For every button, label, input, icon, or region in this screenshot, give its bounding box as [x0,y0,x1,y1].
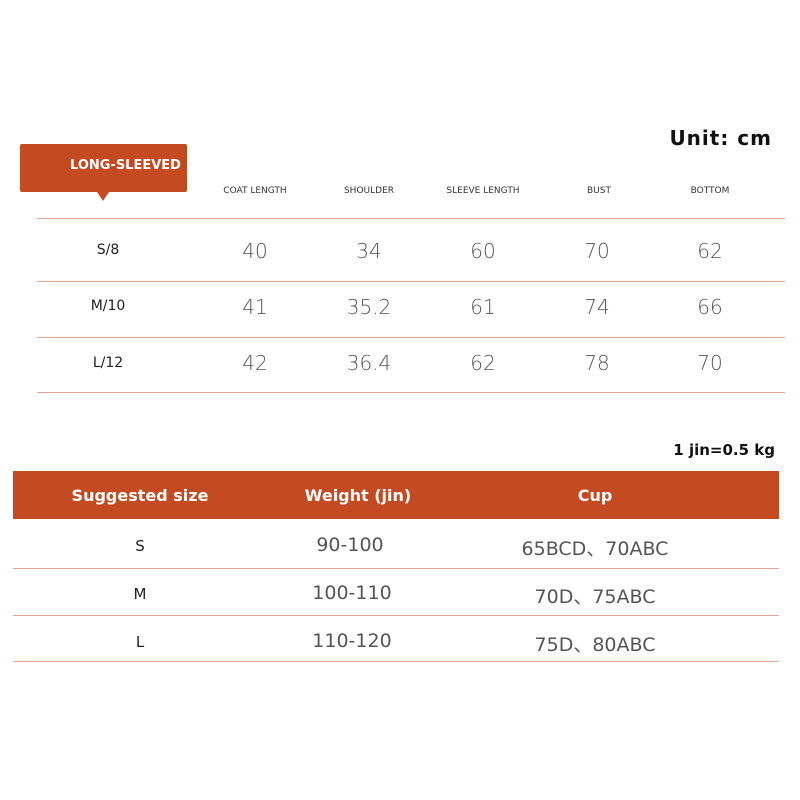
cell: 36.4 [346,351,392,375]
size-label: L/12 [92,355,124,371]
cell: 62 [697,239,723,263]
header-bottom: BOTTOM [690,186,730,196]
cell: 78 [584,351,610,375]
header-cup: Cup [577,486,613,505]
size-cell: S [135,537,145,555]
divider [13,568,779,569]
divider [37,392,785,393]
cup-cell: 65BCD、70ABC [521,538,669,560]
cell: 34 [356,239,382,263]
long-sleeved-tag: LONG-SLEEVED [20,144,187,192]
tag-label: LONG-SLEEVED [70,158,181,173]
conversion-note: 1 jin=0.5 kg [673,441,775,459]
cell: 40 [242,239,268,263]
divider [37,281,785,282]
divider [37,337,785,338]
header-shoulder: SHOULDER [343,186,395,196]
divider [13,615,779,616]
size-cell: M [133,585,147,603]
cell: 60 [470,239,496,263]
header-coat-length: COAT LENGTH [223,186,287,196]
cell: 74 [584,295,610,319]
divider [13,661,779,662]
header-bust: BUST [587,186,611,196]
size-label: M/10 [90,298,126,314]
divider [37,218,785,219]
header-sleeve-length: SLEEVE LENGTH [446,186,520,196]
weight-cell: 90-100 [316,534,384,556]
cell: 62 [470,351,496,375]
weight-cell: 110-120 [312,630,392,652]
header-weight: Weight (jin) [304,486,412,505]
cell: 66 [697,295,723,319]
cell: 35.2 [346,295,392,319]
cell: 70 [584,239,610,263]
cell: 70 [697,351,723,375]
header-suggested-size: Suggested size [71,486,209,505]
suggestion-header-bar [13,471,779,519]
size-label: S/8 [96,242,120,258]
cell: 61 [470,295,496,319]
cup-cell: 75D、80ABC [534,634,656,656]
unit-label: Unit: cm [669,126,772,150]
cup-cell: 70D、75ABC [534,586,656,608]
weight-cell: 100-110 [312,582,392,604]
cell: 42 [242,351,268,375]
size-cell: L [135,633,145,651]
cell: 41 [242,295,268,319]
tag-pointer [97,192,109,201]
